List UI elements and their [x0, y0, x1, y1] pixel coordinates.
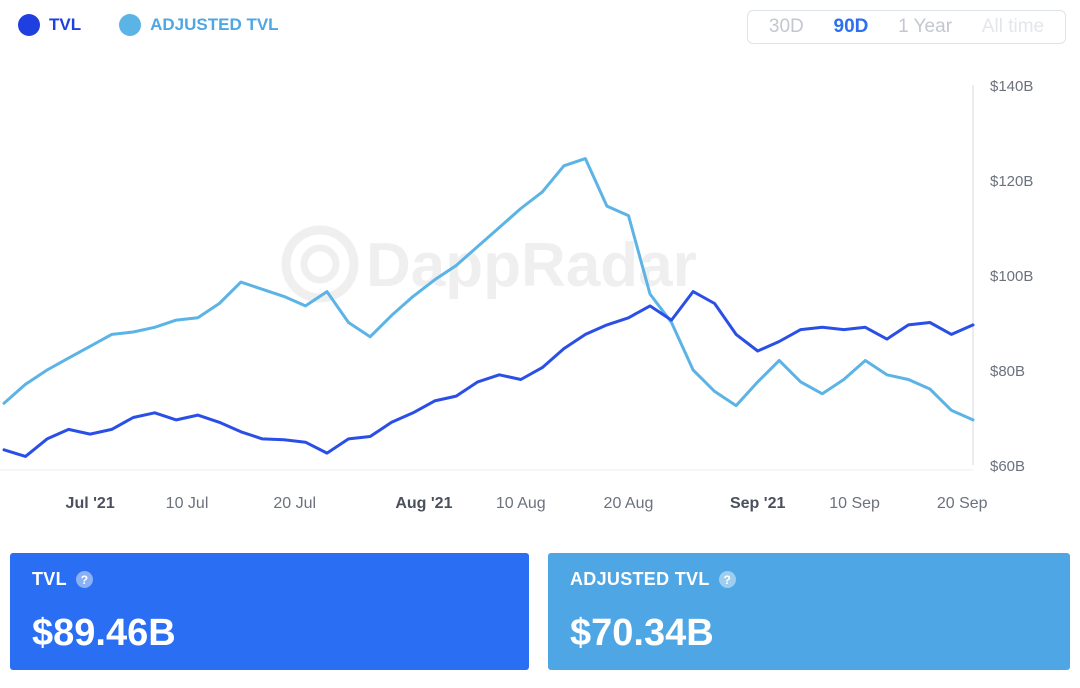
time-range-selector: 30D 90D 1 Year All time [747, 10, 1066, 44]
dappradar-logo-inner-icon [300, 244, 340, 284]
x-tick-label: 20 Aug [604, 495, 654, 512]
range-tab-90d[interactable]: 90D [833, 16, 869, 37]
legend-label-tvl: TVL [49, 15, 82, 34]
x-tick-label: Sep '21 [730, 495, 785, 512]
adjusted-tvl-card-title: ADJUSTED TVL [570, 569, 710, 589]
y-tick-label: $80B [990, 363, 1025, 380]
x-tick-label: Jul '21 [66, 495, 115, 512]
x-tick-label: 10 Jul [166, 495, 209, 512]
tvl-card: TVL ? $89.46B [10, 553, 529, 670]
tvl-line-chart: DappRadar $60B $80B $100B $120B $140B Jul '21… [0, 78, 1033, 512]
tvl-card-title: TVL [32, 569, 67, 589]
tvl-series-line [2, 290, 975, 458]
range-tab-all-time[interactable]: All time [981, 16, 1045, 37]
x-tick-label: 10 Aug [496, 495, 546, 512]
adjusted-tvl-card-value: $70.34B [570, 612, 714, 654]
adjusted-tvl-series-line [2, 157, 975, 422]
dappradar-logo-icon [281, 225, 359, 303]
tvl-dot-icon [18, 14, 40, 36]
range-tab-1-year[interactable]: 1 Year [898, 16, 953, 37]
y-tick-label: $120B [990, 173, 1033, 190]
legend-item-adjusted-tvl[interactable]: ADJUSTED TVL [119, 14, 279, 36]
chart-legend: TVL ADJUSTED TVL [18, 14, 317, 36]
help-icon[interactable]: ? [718, 571, 736, 588]
y-tick-label: $140B [990, 78, 1033, 95]
x-tick-label: 20 Sep [937, 495, 988, 512]
legend-item-tvl[interactable]: TVL [18, 14, 81, 36]
watermark-text: DappRadar [366, 231, 697, 300]
x-tick-label: 20 Jul [273, 495, 316, 512]
y-tick-label: $100B [990, 268, 1033, 285]
legend-label-adjusted-tvl: ADJUSTED TVL [150, 15, 279, 34]
x-tick-label: 10 Sep [829, 495, 880, 512]
range-tab-30d[interactable]: 30D [768, 16, 804, 37]
adjusted-tvl-dot-icon [119, 14, 142, 36]
adjusted-tvl-card: ADJUSTED TVL ? $70.34B [548, 553, 1070, 670]
x-tick-label: Aug '21 [395, 495, 452, 512]
y-tick-label: $60B [990, 458, 1025, 475]
tvl-card-value: $89.46B [32, 612, 176, 654]
help-icon[interactable]: ? [75, 571, 93, 588]
